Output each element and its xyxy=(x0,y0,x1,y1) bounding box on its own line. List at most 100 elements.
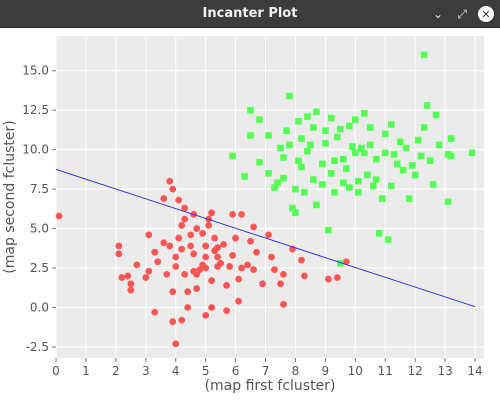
data-point-green-square xyxy=(322,127,329,135)
data-point-green-square xyxy=(352,116,359,123)
data-points xyxy=(55,51,476,348)
data-point-green-square xyxy=(247,132,254,139)
data-point-red-circle xyxy=(202,242,210,250)
data-point-green-square xyxy=(319,160,326,168)
data-point-green-square xyxy=(256,158,263,166)
data-point-green-square xyxy=(426,157,434,164)
data-point-red-circle xyxy=(342,258,350,266)
y-tick-label: 12.5 xyxy=(22,103,49,117)
data-point-red-circle xyxy=(55,212,63,220)
data-point-green-square xyxy=(277,144,284,152)
data-point-green-square xyxy=(229,152,236,160)
close-button[interactable]: ✕ xyxy=(476,4,496,24)
data-point-green-square xyxy=(447,152,455,160)
data-point-green-square xyxy=(337,259,344,267)
data-point-green-square xyxy=(298,135,305,142)
data-point-red-circle xyxy=(163,270,171,278)
data-point-green-square xyxy=(307,141,314,149)
minimize-button[interactable]: ⌄ xyxy=(428,4,448,24)
regression-line-segment xyxy=(55,168,476,308)
close-glyph: ✕ xyxy=(481,7,491,21)
minimize-icon: ⌄ xyxy=(432,7,444,21)
data-point-red-circle xyxy=(250,223,257,231)
data-point-green-square xyxy=(420,51,428,59)
x-tick-label: 8 xyxy=(292,364,300,378)
y-tick-label: -2.5 xyxy=(26,340,49,354)
x-tick-label: 13 xyxy=(437,364,452,378)
data-point-red-circle xyxy=(151,248,159,256)
data-point-red-circle xyxy=(277,280,284,288)
data-point-green-square xyxy=(283,127,290,135)
data-point-red-circle xyxy=(169,185,177,193)
data-point-green-square xyxy=(468,149,476,157)
y-tick-label: 5.0 xyxy=(30,222,49,236)
data-point-green-square xyxy=(369,182,377,190)
data-point-red-circle xyxy=(193,225,201,232)
data-point-green-square xyxy=(352,149,359,157)
x-tick-label: 11 xyxy=(378,364,393,378)
data-point-green-square xyxy=(399,166,407,174)
data-point-red-circle xyxy=(259,280,266,288)
data-point-green-square xyxy=(337,125,344,133)
data-point-red-circle xyxy=(160,195,168,202)
data-point-green-square xyxy=(334,133,341,141)
data-point-green-square xyxy=(304,113,311,120)
data-point-red-circle xyxy=(208,304,216,311)
data-point-green-square xyxy=(286,92,293,100)
data-point-red-circle xyxy=(211,234,219,242)
axes: 0 1 2 3 4 5 6 7 8 9 10 11 12 13 14-2.50.02.55.07.510.0… xyxy=(22,64,482,378)
window-titlebar[interactable]: Incanter Plot ⌄ ⤢ ✕ xyxy=(0,0,500,28)
data-point-red-circle xyxy=(124,272,132,280)
data-point-red-circle xyxy=(115,242,123,250)
data-point-red-circle xyxy=(166,177,174,185)
data-point-red-circle xyxy=(193,285,201,292)
data-point-green-square xyxy=(322,140,329,147)
data-point-green-square xyxy=(354,188,362,196)
data-point-green-square xyxy=(328,170,335,177)
data-point-red-circle xyxy=(280,300,287,308)
data-point-green-square xyxy=(363,171,371,179)
x-tick-label: 12 xyxy=(408,364,423,378)
data-point-red-circle xyxy=(160,239,168,247)
data-point-red-circle xyxy=(184,304,192,311)
data-point-green-square xyxy=(292,185,299,193)
data-point-red-circle xyxy=(154,258,162,266)
data-point-green-square xyxy=(354,177,362,185)
data-point-green-square xyxy=(301,188,308,196)
data-point-red-circle xyxy=(118,274,126,281)
data-point-red-circle xyxy=(127,280,135,288)
data-point-red-circle xyxy=(151,308,159,316)
y-axis-label: (map second fcluster) xyxy=(2,120,18,273)
window-title: Incanter Plot xyxy=(202,6,298,21)
data-point-green-square xyxy=(360,110,368,117)
data-point-green-square xyxy=(346,184,353,191)
data-point-red-circle xyxy=(169,318,177,326)
data-point-green-square xyxy=(295,157,302,164)
data-point-green-square xyxy=(429,181,437,188)
data-point-red-circle xyxy=(253,248,260,256)
data-point-green-square xyxy=(444,198,452,206)
data-point-green-square xyxy=(331,157,338,164)
data-point-red-circle xyxy=(115,250,123,258)
maximize-button[interactable]: ⤢ xyxy=(452,4,472,24)
data-point-red-circle xyxy=(169,288,177,296)
data-point-red-circle xyxy=(172,253,180,261)
data-point-green-square xyxy=(405,195,413,202)
data-point-red-circle xyxy=(166,242,174,250)
data-point-green-square xyxy=(381,149,389,157)
data-point-green-square xyxy=(340,179,347,187)
data-point-green-square xyxy=(447,135,455,142)
data-point-green-square xyxy=(313,108,320,116)
x-tick-label: 3 xyxy=(142,364,150,378)
data-point-red-circle xyxy=(172,340,180,348)
data-point-green-square xyxy=(432,111,440,119)
data-point-green-square xyxy=(357,144,365,152)
data-point-red-circle xyxy=(238,210,245,218)
data-point-green-square xyxy=(378,195,386,202)
data-point-red-circle xyxy=(178,245,186,253)
x-tick-label: 4 xyxy=(172,364,180,378)
data-point-red-circle xyxy=(238,264,245,272)
data-point-green-square xyxy=(417,152,425,160)
data-point-green-square xyxy=(289,204,296,212)
data-point-green-square xyxy=(256,116,263,123)
